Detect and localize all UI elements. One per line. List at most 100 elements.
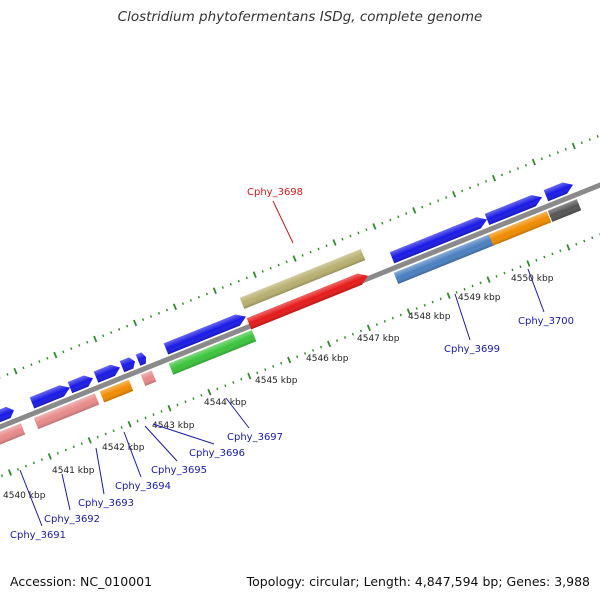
gene-reverse-0-shading <box>0 423 26 446</box>
gene-reverse-3 <box>99 379 134 403</box>
upper-tick-mark <box>78 344 81 347</box>
upper-tick-mark <box>524 163 528 167</box>
upper-tick-mark <box>516 167 520 170</box>
upper-tick-mark <box>332 239 337 246</box>
lower-tick-mark <box>543 255 546 259</box>
gene-reverse-4-shading <box>140 370 157 387</box>
cphy-3694-label: Cphy_3694 <box>115 481 171 492</box>
lower-tick-mark <box>72 445 75 449</box>
upper-tick-mark <box>500 173 504 177</box>
cphy-3692-label: Cphy_3692 <box>44 514 100 525</box>
gene-forward-9 <box>543 182 573 202</box>
gene-forward-7 <box>389 217 488 264</box>
upper-tick-mark <box>564 147 567 151</box>
gene-cphy3698-outer <box>239 249 366 309</box>
lower-tick-mark <box>280 361 283 365</box>
lower-tick-mark <box>446 292 451 299</box>
lower-tick-mark <box>503 271 506 275</box>
gene-forward-5 <box>135 352 146 366</box>
lower-tick-mark <box>192 397 195 400</box>
lower-tick-mark <box>167 404 172 412</box>
upper-tick-mark <box>508 170 512 174</box>
gene-forward-8-shading <box>484 195 542 226</box>
lower-tick-mark <box>152 413 155 417</box>
upper-tick-mark <box>22 366 25 370</box>
upper-tick-mark <box>252 271 257 278</box>
lower-tick-mark <box>535 258 538 262</box>
upper-tick-mark <box>580 141 583 145</box>
lower-tick-mark <box>7 469 13 476</box>
kbp-tick-labels: 4540 kbp 4541 kbp 4542 kbp 4543 kbp 4544 kbp… <box>3 274 554 501</box>
upper-tick-mark <box>461 189 464 193</box>
lower-tick-mark <box>287 356 292 364</box>
lower-tick-mark <box>144 416 147 420</box>
upper-tick-mark <box>381 221 384 225</box>
gene-labels: Cphy_3691 Cphy_3692 Cphy_3693 Cphy_3694 Cphy… <box>10 187 574 541</box>
tick-label-4544: 4544 kbp <box>204 398 247 408</box>
tick-label-4547: 4547 kbp <box>357 334 400 344</box>
lower-tick-mark <box>439 297 442 301</box>
upper-tick-mark <box>317 247 320 251</box>
lower-tick-mark <box>200 393 203 397</box>
lower-tick-mark <box>24 464 28 468</box>
lower-tick-mark <box>583 239 586 243</box>
upper-tick-mark <box>421 205 424 209</box>
lower-tick-mark <box>486 276 491 283</box>
lower-tick-mark <box>471 284 474 288</box>
gene-forward-2 <box>67 375 93 394</box>
upper-tick-mark <box>30 363 33 367</box>
upper-tick-mark <box>285 260 288 264</box>
upper-tick-mark <box>189 299 193 302</box>
gene-forward-0-shading <box>0 406 14 424</box>
gene-reverse-7 <box>488 211 552 246</box>
lower-tick-mark <box>120 426 123 429</box>
upper-tick-mark <box>212 287 217 295</box>
upper-tick-mark <box>349 234 352 238</box>
cphy-3699-label: Cphy_3699 <box>444 344 500 355</box>
upper-tick-mark <box>571 142 576 150</box>
lower-tick-mark <box>423 303 426 307</box>
lower-tick-mark <box>335 339 339 343</box>
upper-tick-mark <box>452 190 457 198</box>
upper-tick-mark <box>261 270 264 273</box>
lower-tick-mark <box>519 265 522 269</box>
upper-tick-mark <box>93 335 98 343</box>
upper-tick-mark <box>389 218 392 222</box>
upper-tick-mark <box>596 134 599 138</box>
lower-tick-mark <box>463 287 466 291</box>
upper-tick-mark <box>149 315 153 318</box>
cphy-3696-label: Cphy_3696 <box>189 448 245 459</box>
gene-forward-6-shading <box>163 314 246 355</box>
gene-cphy3698-outer-shading <box>239 249 366 309</box>
lower-tick-mark <box>256 371 259 375</box>
gene-forward-9-shading <box>543 182 573 202</box>
tick-label-4550: 4550 kbp <box>511 274 554 284</box>
gene-features <box>0 182 582 446</box>
lower-tick-mark <box>415 307 418 310</box>
gene-forward-3 <box>93 364 120 383</box>
upper-tick-mark <box>548 154 551 158</box>
lower-tick-mark <box>232 381 235 384</box>
tick-label-4542: 4542 kbp <box>102 443 145 453</box>
lower-tick-mark <box>311 348 315 352</box>
upper-tick-mark <box>229 282 232 286</box>
tick-label-4549: 4549 kbp <box>458 293 501 303</box>
cphy-3696-connector <box>152 423 215 445</box>
upper-tick-mark <box>157 311 161 315</box>
upper-tick-mark <box>341 237 344 241</box>
lower-tick-mark <box>0 474 4 478</box>
tick-label-4543: 4543 kbp <box>152 421 195 431</box>
lower-tick-mark <box>240 377 243 381</box>
upper-tick-mark <box>165 308 169 312</box>
upper-tick-mark <box>372 223 377 230</box>
upper-tick-mark <box>86 340 89 344</box>
lower-tick-mark <box>56 451 59 455</box>
gene-cphy3698 <box>246 273 368 330</box>
lower-tick-mark <box>96 435 99 439</box>
cphy-3700-label: Cphy_3700 <box>518 316 574 327</box>
upper-tick-mark <box>197 295 201 299</box>
gene-forward-7-shading <box>389 217 488 264</box>
upper-tick-mark <box>126 324 129 328</box>
accession-text: Accession: NC_010001 <box>10 574 153 589</box>
